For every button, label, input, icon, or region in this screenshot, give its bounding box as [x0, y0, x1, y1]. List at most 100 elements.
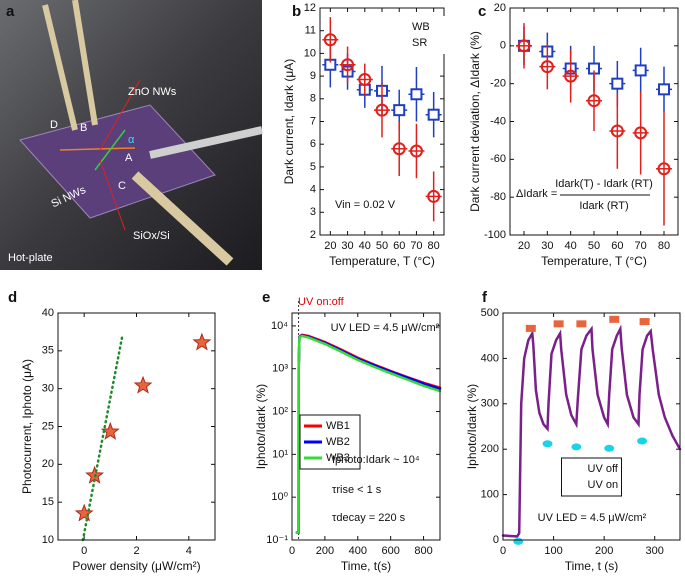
y-tick-label: 100 — [481, 489, 499, 501]
x-axis-title: Temperature, T (°C) — [329, 254, 435, 268]
marker — [637, 437, 648, 445]
probe — [72, 0, 98, 126]
y-tick-label: -20 — [490, 78, 506, 90]
x-tick-label: 0 — [289, 545, 295, 557]
x-tick-label: 50 — [588, 240, 600, 252]
legend-box — [561, 457, 622, 497]
marker — [525, 324, 536, 332]
y-tick-label: 25 — [42, 420, 54, 432]
y-tick-label: 9 — [310, 70, 316, 82]
x-tick-label: 100 — [544, 545, 562, 557]
annotation: Idark(T) - Idark (RT) — [555, 178, 653, 190]
x-tick-label: 4 — [186, 545, 192, 557]
y-tick-label: 8 — [310, 93, 316, 105]
chart-panel: e 0 200 400 600 800 10⁻¹ 10⁰ 10¹ 10² 10³ 10⁴ Time, t… — [254, 289, 442, 573]
x-tick-label: 60 — [611, 240, 623, 252]
y-tick-label: -100 — [484, 229, 506, 241]
y-tick-label: 20 — [494, 2, 506, 14]
y-tick-label: 35 — [42, 345, 54, 357]
marker — [410, 88, 423, 101]
photo-label: D — [50, 119, 58, 131]
marker — [609, 315, 620, 323]
x-tick-label: 20 — [518, 240, 530, 252]
marker — [409, 144, 423, 158]
plot-area — [516, 23, 672, 226]
y-tick-label: 10² — [272, 405, 288, 417]
y-tick-label: 200 — [481, 443, 499, 455]
marker — [341, 58, 355, 72]
chart-panel: b 20 30 40 50 60 70 80 2 3 4 5 6 7 8 9 10 11 12 Temperature… — [282, 2, 446, 268]
y-tick-label: 0 — [493, 534, 499, 546]
y-tick-label: 11 — [305, 25, 316, 37]
y-tick-label: 10⁰ — [271, 491, 288, 503]
series-line — [295, 334, 442, 534]
panel-label: a — [6, 3, 15, 20]
chart-panel: d 0 2 4 10 15 20 25 30 35 40 Power density (μW/cm²)… — [8, 289, 216, 573]
plot-area — [295, 333, 442, 534]
x-axis-title: Time, t(s) — [341, 559, 391, 573]
marker — [323, 33, 337, 47]
y-tick-label: 10⁴ — [271, 320, 288, 332]
pointer — [99, 79, 141, 151]
marker — [100, 421, 120, 440]
panel-label: c — [478, 3, 486, 20]
photo-panel — [0, 0, 263, 270]
annotation: UV on:off — [298, 296, 345, 308]
photo-label: ZnO NWs — [128, 86, 177, 98]
x-tick-label: 2 — [133, 545, 139, 557]
annotation: τrise < 1 s — [332, 484, 382, 496]
photo-label: SiOx/Si — [133, 230, 170, 242]
marker — [634, 126, 648, 140]
marker — [540, 60, 554, 74]
marker — [427, 189, 441, 203]
series-line — [81, 335, 124, 542]
marker — [74, 503, 94, 522]
y-tick-label: 0 — [500, 40, 506, 52]
photo-label: α — [128, 134, 135, 146]
y-tick-label: 10 — [42, 534, 54, 546]
x-tick-label: 300 — [646, 545, 664, 557]
legend-label: WB1 — [326, 420, 350, 432]
marker — [564, 69, 578, 83]
marker — [634, 64, 647, 77]
marker — [358, 73, 372, 87]
y-tick-label: -80 — [490, 191, 506, 203]
pointer — [99, 159, 126, 231]
x-tick-label: 400 — [349, 545, 367, 557]
marker — [611, 77, 624, 90]
marker — [375, 103, 389, 117]
photo-label: Hot-plate — [8, 252, 53, 264]
marker — [657, 162, 671, 176]
marker — [610, 124, 624, 138]
annotation: ΔIdark = — [516, 188, 557, 200]
y-tick-label: 40 — [42, 307, 54, 319]
x-axis-title: Temperature, T (°C) — [541, 254, 647, 268]
y-tick-label: 2 — [310, 229, 316, 241]
plot-area — [501, 315, 682, 545]
annotation: UV LED = 4.5 μW/cm² — [331, 322, 440, 334]
y-tick-label: 30 — [42, 383, 54, 395]
y-axis-title: Dark current deviation, ΔIdark (%) — [468, 31, 482, 212]
annotation: UV LED = 4.5 μW/cm² — [538, 512, 647, 524]
x-tick-label: 30 — [341, 240, 353, 252]
plot-frame — [291, 312, 441, 541]
marker — [427, 108, 440, 121]
panel-label: d — [8, 289, 17, 306]
y-tick-label: 10 — [304, 47, 316, 59]
electrode-line — [59, 147, 136, 151]
plot-frame — [502, 312, 681, 541]
x-axis-title: Power density (μW/cm²) — [72, 559, 200, 573]
y-tick-label: 4 — [310, 184, 316, 196]
marker — [553, 320, 564, 328]
y-axis-title: Dark current, Idark (μA) — [282, 59, 296, 185]
marker — [571, 443, 582, 451]
annotation: Vin = 0.02 V — [335, 199, 396, 211]
y-axis-title: Iphoto/Idark (%) — [465, 384, 479, 469]
x-tick-label: 70 — [635, 240, 647, 252]
plot-frame — [509, 7, 679, 236]
annotation: Iphoto:Idark ~ 10⁴ — [332, 454, 420, 466]
plot-frame — [319, 7, 445, 236]
y-tick-label: 5 — [310, 161, 316, 173]
marker — [393, 104, 406, 117]
